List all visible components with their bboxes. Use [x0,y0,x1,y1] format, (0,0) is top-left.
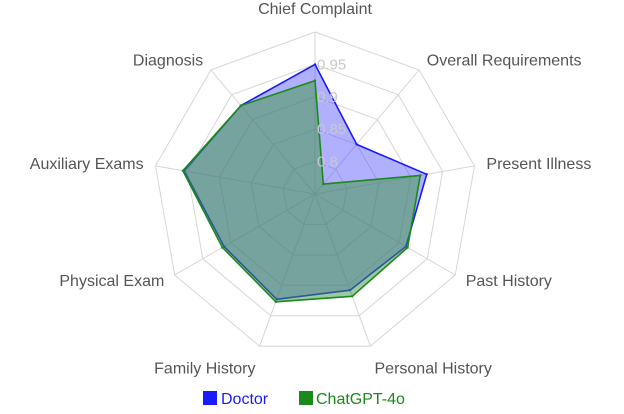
legend-label-chatgpt: ChatGPT-4o [316,391,405,408]
category-label-personal-history: Personal History [375,361,492,378]
legend-swatch-chatgpt [299,391,313,405]
data-point-chatgpt-4o-6 [221,246,224,249]
category-label-physical-exam: Physical Exam [59,273,164,290]
category-label-diagnosis: Diagnosis [133,53,203,70]
legend-label-doctor: Doctor [221,391,269,408]
data-point-chatgpt-4o-5 [274,300,277,303]
data-point-chatgpt-4o-3 [406,246,409,249]
data-point-chatgpt-4o-0 [313,79,317,82]
category-label-family-history: Family History [154,361,255,378]
category-label-present-illness: Present Illness [486,156,591,173]
tick-label-3: 0.95 [317,56,346,73]
category-label-overall-requirements: Overall Requirements [427,53,582,70]
data-point-chatgpt-4o-1 [322,182,325,186]
data-point-chatgpt-4o-7 [181,169,185,172]
legend: Doctor ChatGPT-4o [203,391,405,408]
data-point-chatgpt-4o-2 [419,174,422,177]
category-label-chief-complaint: Chief Complaint [258,1,372,18]
legend-item-chatgpt[interactable]: ChatGPT-4o [299,391,405,408]
data-point-chatgpt-4o-4 [351,295,354,298]
data-point-chatgpt-4o-8 [239,104,243,107]
tick-label-2: 0.9 [317,89,338,106]
grid-spoke-1 [314,69,420,195]
category-label-past-history: Past History [466,273,552,290]
data-point-doctor-1 [355,143,358,146]
legend-item-doctor[interactable]: Doctor [203,391,269,408]
category-labels: Chief Complaint Overall Requirements Prese… [30,1,592,378]
radar-series [181,63,428,303]
tick-label-1: 0.85 [317,121,346,138]
series-area-chatgpt-4o [182,79,422,303]
radial-tick-labels: 0.8 0.85 0.9 0.95 [317,56,346,170]
legend-swatch-doctor [203,391,217,405]
grid-ring-3 [186,63,444,317]
data-point-doctor-2 [425,173,428,176]
category-label-auxiliary-exams: Auxiliary Exams [30,156,144,173]
grid-ring-4 [154,31,476,347]
tick-label-0: 0.8 [317,154,338,171]
data-point-doctor-0 [313,63,317,66]
